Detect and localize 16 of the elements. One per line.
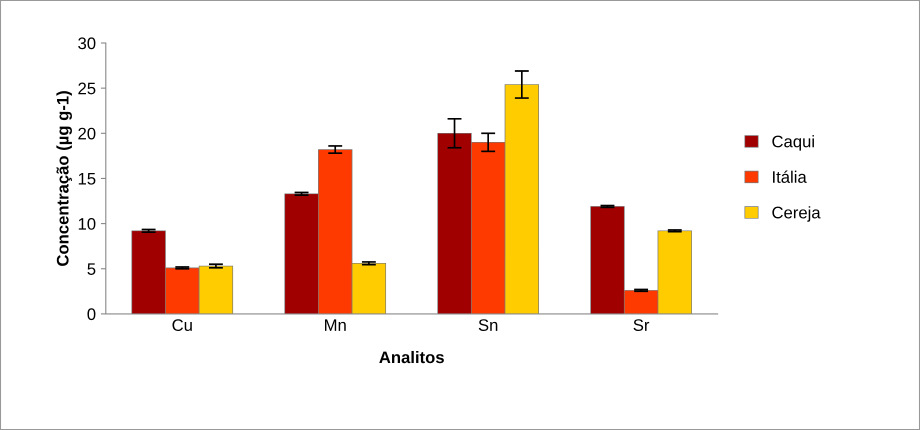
- y-axis-title: Concentração (µg g-1): [56, 91, 72, 266]
- y-tick-label: 15: [78, 173, 96, 185]
- y-tick-label: 10: [78, 218, 96, 230]
- x-tick-label: Sr: [634, 319, 650, 332]
- x-tick-label: Cu: [172, 319, 192, 332]
- x-tick-label: Mn: [325, 319, 346, 331]
- legend-label: Cereja: [772, 206, 821, 222]
- y-tick-label: 25: [78, 82, 96, 94]
- y-tick-label: 5: [87, 263, 96, 275]
- y-tick-label: 0: [87, 308, 96, 320]
- y-tick-label: 30: [78, 37, 96, 50]
- y-tick-label: 20: [78, 128, 96, 140]
- legend-label: Itália: [773, 170, 807, 183]
- legend-label: Caqui: [772, 135, 814, 151]
- x-axis-title: Analitos: [379, 350, 444, 364]
- x-tick-label: Sn: [478, 319, 498, 332]
